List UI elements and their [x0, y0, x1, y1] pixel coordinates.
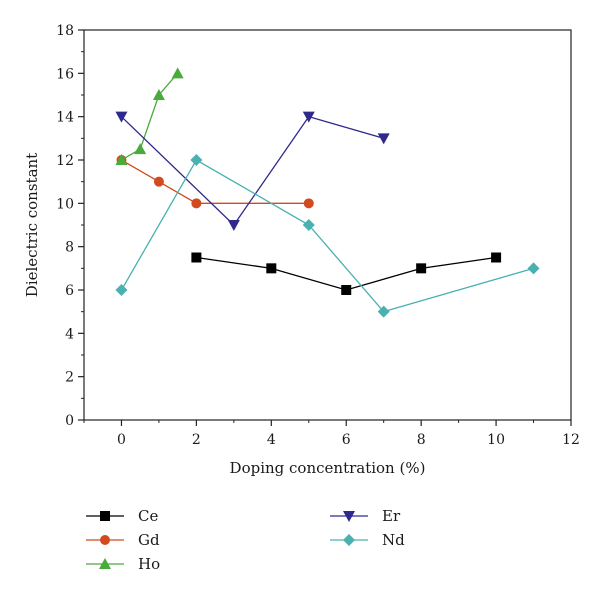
data-point-er [227, 220, 240, 231]
y-tick-label: 8 [65, 240, 74, 256]
y-tick-label: 2 [65, 370, 74, 386]
x-axis-title: Doping concentration (%) [230, 459, 426, 477]
data-point-er [302, 111, 315, 123]
legend-label-er: Er [382, 507, 401, 525]
legend-item-er: Er [330, 507, 401, 525]
y-tick-label: 12 [56, 153, 74, 169]
y-tick-label: 14 [56, 110, 74, 126]
legend-label-nd: Nd [382, 531, 405, 549]
data-point-nd [377, 305, 390, 318]
x-tick-label: 12 [562, 432, 580, 448]
series-line-nd [120, 159, 534, 313]
y-tick-label: 0 [65, 413, 74, 429]
data-point-nd [302, 219, 315, 231]
legend: Ce Gd Ho Er Nd [86, 507, 405, 573]
data-point-nd [190, 154, 203, 166]
legend-item-gd: Gd [86, 531, 160, 549]
y-tick-label: 4 [65, 326, 74, 342]
x-tick-label: 8 [417, 432, 426, 448]
x-tick-label: 0 [117, 432, 126, 448]
y-tick-label: 6 [65, 283, 74, 299]
data-point-ce [191, 252, 202, 263]
x-tick-label: 10 [487, 432, 505, 448]
data-point-er [377, 133, 390, 145]
data-point-ce [341, 285, 352, 295]
plot-area [83, 29, 572, 421]
data-point-gd [191, 198, 202, 209]
legend-label-ho: Ho [138, 555, 160, 573]
data-point-nd [527, 262, 540, 275]
y-tick-label: 10 [56, 196, 74, 212]
data-point-ho [115, 154, 128, 165]
data-point-ce [266, 263, 277, 274]
series-line-gd [121, 159, 309, 204]
legend-item-ce: Ce [86, 507, 158, 525]
data-point-gd [153, 176, 164, 187]
data-point-ce [491, 252, 502, 263]
plot-frame [83, 29, 572, 421]
legend-marker-er [343, 511, 355, 522]
data-point-nd [115, 284, 128, 296]
axes: 0 2 4 6 8 10 12 0 2 4 6 8 10 12 14 16 18 [56, 23, 580, 448]
legend-label-ce: Ce [138, 507, 158, 525]
series-line-ho [121, 72, 179, 161]
y-tick-label: 18 [56, 23, 74, 39]
data-point-ho [171, 67, 184, 79]
data-point-ho [134, 143, 147, 155]
series-er [115, 111, 390, 231]
series-layer [115, 67, 540, 318]
legend-marker-ce [100, 511, 110, 521]
legend-marker-ho [99, 558, 111, 569]
y-axis-title: Dielectric constant [23, 153, 41, 297]
series-ce [191, 252, 502, 295]
y-tick-label: 16 [56, 66, 74, 82]
legend-marker-nd [343, 534, 355, 546]
series-ho [115, 67, 184, 165]
data-point-er [115, 111, 128, 123]
legend-label-gd: Gd [138, 531, 160, 549]
legend-marker-gd [100, 535, 110, 545]
x-tick-label: 6 [342, 432, 351, 448]
data-point-gd [303, 198, 314, 209]
legend-item-nd: Nd [330, 531, 405, 549]
series-gd [116, 155, 314, 209]
legend-item-ho: Ho [86, 555, 160, 573]
x-tick-label: 2 [192, 432, 201, 448]
data-point-ho [152, 89, 165, 100]
data-point-ce [416, 263, 427, 274]
x-tick-label: 4 [267, 432, 276, 448]
series-line-er [121, 115, 384, 226]
series-nd [115, 154, 540, 318]
